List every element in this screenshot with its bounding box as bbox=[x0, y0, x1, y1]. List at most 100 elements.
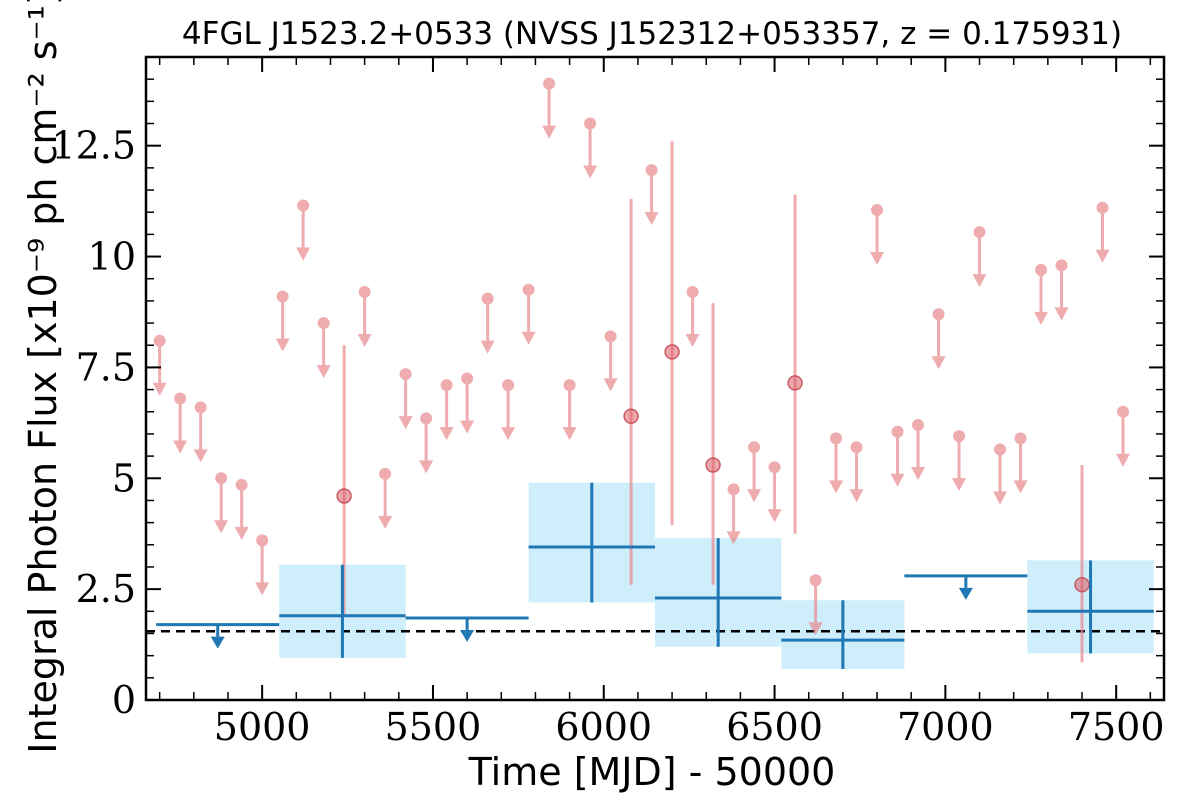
long-bin-upper-limit-arrowhead-1 bbox=[460, 629, 475, 642]
short-bin-upper-limit-41 bbox=[1116, 405, 1131, 467]
short-bin-upper-limit-39 bbox=[1054, 259, 1069, 321]
x-axis-label: Time [MJD] - 50000 bbox=[468, 750, 836, 794]
short-bin-upper-limit-marker-25 bbox=[748, 441, 761, 454]
short-bin-upper-limit-arrowhead-41 bbox=[1116, 453, 1131, 467]
short-bin-upper-limit-marker-9 bbox=[358, 286, 371, 299]
long-bin-upper-limit-arrowhead-0 bbox=[210, 636, 225, 649]
x-tick-label-4: 7000 bbox=[897, 705, 994, 749]
short-bin-upper-limit-arrowhead-12 bbox=[419, 460, 434, 474]
short-bin-upper-limit-marker-27 bbox=[809, 574, 822, 587]
short-bin-upper-limit-marker-41 bbox=[1117, 405, 1130, 418]
short-bin-upper-limit-15 bbox=[480, 292, 495, 354]
y-tick-label-5: 12.5 bbox=[51, 124, 136, 168]
long-bin-upper-limit-0 bbox=[156, 623, 280, 649]
short-bin-detection-4 bbox=[787, 194, 803, 534]
short-bin-upper-limit-3 bbox=[214, 472, 229, 534]
short-bin-upper-limit-33 bbox=[931, 308, 946, 370]
y-axis-label: Integral Photon Flux [x10⁻⁹ ph cm⁻² s⁻¹] bbox=[21, 0, 65, 754]
short-bin-upper-limit-marker-22 bbox=[645, 164, 658, 177]
short-bin-detection-marker-3 bbox=[705, 457, 721, 473]
plot-frame bbox=[144, 55, 1166, 702]
short-bin-upper-limit-marker-8 bbox=[317, 317, 330, 330]
short-bin-upper-limit-36 bbox=[993, 443, 1008, 505]
short-bin-detection-0 bbox=[336, 345, 352, 616]
short-bin-upper-limit-marker-24 bbox=[727, 483, 740, 496]
short-bin-upper-limit-marker-7 bbox=[297, 199, 310, 212]
x-axis: 5000 5500 6000 6500 7000 7500 bbox=[158, 57, 1165, 749]
short-bin-upper-limit-marker-30 bbox=[871, 203, 884, 216]
short-bin-detection-marker-5 bbox=[1074, 576, 1090, 593]
short-bin-detection-3 bbox=[705, 303, 721, 585]
short-bin-detection-marker-0 bbox=[336, 488, 352, 504]
short-bin-upper-limit-16 bbox=[501, 379, 516, 441]
short-bin-upper-limit-26 bbox=[767, 461, 782, 523]
short-bin-upper-limit-6 bbox=[275, 290, 290, 352]
short-bin-upper-limit-34 bbox=[952, 430, 967, 492]
short-bin-upper-limit-marker-33 bbox=[932, 308, 945, 321]
y-axis: 0 2.5 5 7.5 10 12.5 bbox=[51, 78, 1164, 722]
long-bin-upper-limit-1 bbox=[405, 616, 529, 642]
short-bin-upper-limit-5 bbox=[255, 534, 270, 596]
short-bin-upper-limit-25 bbox=[747, 441, 762, 503]
short-bin-upper-limit-29 bbox=[849, 441, 864, 503]
short-bin-upper-limit-30 bbox=[870, 203, 885, 265]
short-bin-upper-limit-21 bbox=[603, 330, 618, 392]
short-bin-upper-limit-arrowhead-29 bbox=[849, 489, 864, 503]
short-bin-upper-limit-arrowhead-14 bbox=[460, 420, 475, 434]
short-bin-upper-limit-marker-23 bbox=[686, 286, 699, 299]
short-bin-upper-limit-marker-12 bbox=[420, 412, 433, 425]
short-bin-detection-marker-1 bbox=[623, 408, 639, 424]
long-bin-detection-2 bbox=[655, 538, 782, 647]
short-bin-upper-limit-10 bbox=[378, 467, 393, 529]
short-bin-upper-limit-arrowhead-4 bbox=[234, 526, 249, 540]
short-bin-upper-limit-arrowhead-40 bbox=[1095, 249, 1110, 263]
short-bin-upper-limit-marker-15 bbox=[481, 292, 494, 305]
short-bin-upper-limit-0 bbox=[152, 334, 167, 396]
short-bin-upper-limit-marker-2 bbox=[194, 401, 207, 414]
short-bin-upper-limit-arrowhead-18 bbox=[542, 125, 557, 139]
short-bin-upper-limit-7 bbox=[296, 199, 311, 261]
short-bin-upper-limit-arrowhead-37 bbox=[1013, 480, 1028, 494]
short-bin-detection-2 bbox=[664, 141, 680, 525]
short-bin-detection-marker-4 bbox=[787, 375, 803, 391]
short-bin-upper-limit-marker-38 bbox=[1035, 263, 1048, 276]
short-bin-upper-limit-arrowhead-28 bbox=[829, 480, 844, 494]
short-bin-upper-limit-marker-3 bbox=[215, 472, 228, 485]
y-tick-label-1: 2.5 bbox=[76, 567, 136, 611]
short-bin-upper-limit-18 bbox=[542, 77, 557, 139]
short-bin-upper-limit-arrowhead-38 bbox=[1034, 311, 1049, 325]
short-bin-upper-limit-arrowhead-34 bbox=[952, 478, 967, 492]
short-bin-upper-limit-arrowhead-15 bbox=[480, 340, 495, 354]
short-bin-upper-limit-arrowhead-20 bbox=[583, 165, 598, 179]
short-bin-upper-limit-35 bbox=[972, 226, 987, 288]
long-bin-detection-4 bbox=[1027, 560, 1154, 654]
short-bin-upper-limit-arrowhead-33 bbox=[931, 356, 946, 370]
short-bin-upper-limit-arrowhead-30 bbox=[870, 251, 885, 265]
short-bin-upper-limit-marker-39 bbox=[1055, 259, 1068, 272]
short-bin-upper-limit-arrowhead-10 bbox=[378, 515, 393, 529]
short-bin-upper-limit-marker-31 bbox=[891, 425, 904, 438]
x-tick-label-2: 6000 bbox=[555, 705, 652, 749]
short-bin-upper-limit-arrowhead-19 bbox=[562, 427, 577, 441]
plot-area bbox=[146, 77, 1164, 669]
short-bin-upper-limit-arrowhead-21 bbox=[603, 378, 618, 392]
short-bin-upper-limit-arrowhead-22 bbox=[644, 212, 659, 226]
short-bin-upper-limit-marker-32 bbox=[912, 419, 925, 432]
short-bin-upper-limit-marker-10 bbox=[379, 467, 392, 480]
short-bin-detection-5 bbox=[1074, 464, 1090, 663]
y-tick-label-0: 0 bbox=[112, 678, 136, 722]
short-bin-upper-limit-marker-29 bbox=[850, 441, 863, 454]
short-bin-upper-limit-17 bbox=[521, 283, 536, 345]
short-bin-upper-limit-arrowhead-17 bbox=[521, 331, 536, 345]
long-bin-detection-1 bbox=[528, 482, 655, 603]
y-tick-label-4: 10 bbox=[88, 235, 136, 279]
short-bin-upper-limit-38 bbox=[1034, 263, 1049, 325]
long-bin-detection-3 bbox=[781, 600, 905, 669]
short-bin-upper-limit-marker-4 bbox=[235, 478, 248, 491]
short-bin-upper-limit-arrowhead-16 bbox=[501, 427, 516, 441]
short-bin-upper-limit-marker-13 bbox=[440, 379, 453, 392]
short-bin-upper-limit-13 bbox=[439, 379, 454, 441]
short-bin-detection-marker-2 bbox=[664, 344, 680, 360]
short-bin-upper-limit-27 bbox=[808, 574, 823, 636]
